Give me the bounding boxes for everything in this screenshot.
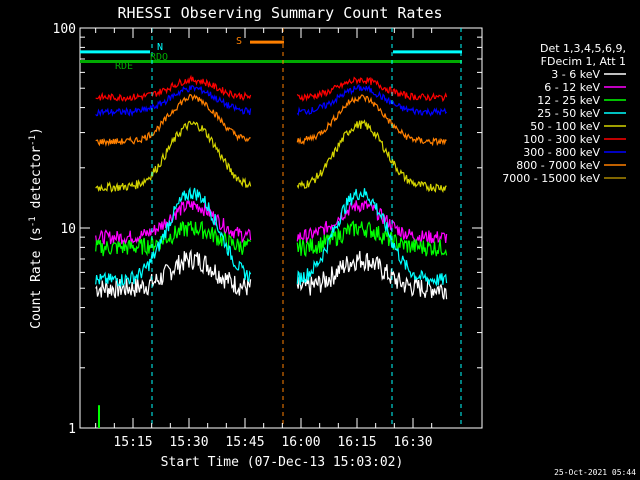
chart-title: RHESSI Observing Summary Count Rates	[117, 4, 442, 22]
flag-label-N: N	[157, 42, 163, 53]
render-timestamp: 25-Oct-2021 05:44	[554, 468, 636, 477]
series-line-6	[95, 85, 252, 117]
x-tick-label: 16:00	[281, 435, 320, 450]
y-axis-label: Count Rate (s-1 detector-1)	[28, 127, 44, 329]
legend-label: 12 - 25 keV	[537, 94, 600, 107]
y-axis-label-part2: detector	[29, 146, 44, 217]
series-line-4	[95, 120, 252, 193]
axis-layer: 1 10 100 15:15 15:30 15:45 16:00 16:15 16:30	[53, 22, 482, 450]
flag-label-RDE: RDE	[115, 61, 133, 72]
flag-label-S: S	[236, 36, 242, 47]
legend-label: 6 - 12 keV	[544, 81, 600, 94]
legend-label: 800 - 7000 keV	[516, 159, 600, 172]
series-line-5	[95, 74, 252, 103]
legend-header-1: Det 1,3,4,5,6,9,	[540, 42, 626, 55]
legend: Det 1,3,4,5,6,9, FDecim 1, Att 1 3 - 6 k…	[502, 42, 626, 185]
series-line-7	[296, 94, 447, 147]
legend-header-2: FDecim 1, Att 1	[541, 55, 626, 68]
series-line-1	[95, 200, 252, 246]
series-line-0	[95, 248, 252, 299]
y-axis-label-part3: )	[29, 127, 44, 135]
legend-label: 3 - 6 keV	[551, 68, 600, 81]
x-tick-label: 16:15	[337, 435, 376, 450]
series-line-3	[296, 188, 448, 287]
legend-label: 300 - 800 keV	[523, 146, 600, 159]
legend-label: 25 - 50 keV	[537, 107, 600, 120]
x-axis-label: Start Time (07-Dec-13 15:03:02)	[161, 455, 404, 470]
y-axis-label-part1: Count Rate (s	[29, 227, 44, 329]
x-tick-label: 15:30	[169, 435, 208, 450]
x-tick-label: 16:30	[393, 435, 432, 450]
series-line-7	[95, 93, 251, 147]
y-axis-label-sup1: -1	[28, 216, 38, 227]
series-line-5	[296, 76, 448, 103]
x-tick-label: 15:15	[113, 435, 152, 450]
series-line-2	[296, 220, 448, 258]
series-line-6	[296, 83, 448, 117]
series-line-0	[296, 250, 448, 300]
series-line-3	[95, 186, 252, 288]
x-tick-label: 15:45	[225, 435, 264, 450]
plot-frame	[79, 27, 483, 429]
series-line-1	[296, 199, 448, 244]
series-line-2	[95, 220, 252, 257]
series-line-4	[296, 119, 447, 193]
flag-label-RDO: RDO	[150, 52, 168, 63]
y-axis-label-sup2: -1	[28, 135, 38, 146]
y-tick-label: 100	[53, 22, 76, 37]
y-tick-label: 1	[68, 422, 76, 437]
legend-label: 50 - 100 keV	[530, 120, 600, 133]
legend-label: 100 - 300 keV	[523, 133, 600, 146]
y-tick-label: 10	[60, 222, 76, 237]
legend-label: 7000 - 15000 keV	[502, 172, 600, 185]
